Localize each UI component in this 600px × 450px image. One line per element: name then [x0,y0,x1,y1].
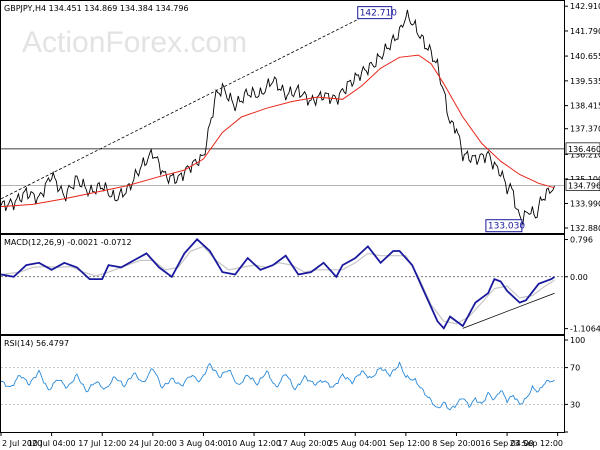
rsi-tick-label: 30 [570,400,580,409]
x-tick-label: 10 Jul 04:00 [28,439,76,448]
rsi-pane: RSI(14) 56.4797 100 70 30 [0,335,585,433]
price-pane-frame [0,0,565,234]
price-tick-label: 137.370 [570,125,600,134]
macd-pane-frame [0,234,565,335]
x-tick-label: 3 Aug 04:00 [179,439,228,448]
high-callout-box [357,6,393,20]
price-series-line [0,9,555,226]
price-plot: 136.460 142.710 133.030 134.796 [0,6,600,233]
price-tick-label: 141.790 [570,27,600,36]
price-tick-label: 133.990 [570,199,600,208]
price-title: GBPJPY,H4 134.451 134.869 134.384 134.79… [4,4,189,13]
macd-tick-label: 0.00 [570,273,588,282]
price-tick-label: 140.655 [570,52,600,61]
rsi-title: RSI(14) 56.4797 [4,339,69,348]
moving-average-line [0,54,555,208]
rsi-tick-label: 70 [570,364,580,373]
rsi-pane-frame [0,335,565,433]
x-tick-label: 17 Aug 20:00 [278,439,332,448]
x-tick-label: 1 Sep 12:00 [382,439,430,448]
last-price-label: 134.796 [568,182,600,191]
x-tick-label: 8 Sep 20:00 [432,439,480,448]
x-tick-label: 25 Aug 04:00 [328,439,382,448]
low-callout-label: 133.030 [488,222,525,232]
level-label: 136.460 [568,145,600,154]
macd-tick-label: -1.1064 [570,325,600,334]
price-tick-label: 132.880 [570,224,600,233]
macd-tick-label: 0.796 [570,236,593,245]
macd-plot [0,238,564,330]
price-pane: ActionForex.com GBPJPY,H4 134.451 134.86… [0,0,600,234]
x-tick-label: 24 Jul 20:00 [129,439,177,448]
high-callout-label: 142.710 [360,9,397,19]
level-label-box [565,142,600,155]
watermark: ActionForex.com [22,26,247,59]
macd-line [0,238,556,330]
price-tick-label: 139.535 [570,77,600,86]
rsi-tick-label: 100 [570,336,585,345]
rsi-plot [0,361,564,411]
x-tick-label: 17 Jul 12:00 [78,439,126,448]
macd-tick-labels: 0.796 0.00 -1.1064 [564,236,600,334]
macd-title: MACD(12,26,9) -0.0021 -0.0712 [4,238,132,247]
low-callout-box [485,219,523,233]
price-tick-label: 138.415 [570,102,600,111]
x-tick-label: 16 Sep 04:00 [480,439,533,448]
rsi-line [0,361,555,411]
price-tick-label: 142.910 [570,2,600,11]
x-tick-label: 2 Jul 2020 [2,439,42,448]
price-tick-label: 136.210 [570,150,600,159]
rsi-tick-labels: 100 70 30 [564,336,585,433]
last-price-box [565,179,600,191]
x-tick-label: 10 Aug 12:00 [227,439,281,448]
macd-pane: MACD(12,26,9) -0.0021 -0.0712 0.796 0.00 -… [0,234,600,335]
price-tick-labels: 142.910 141.790 140.655 139.535 138.415 137.3… [564,2,600,233]
rising-trendline [0,6,384,200]
macd-support-trendline [462,292,555,329]
x-tick-label: 23 Sep 12:00 [510,439,563,448]
